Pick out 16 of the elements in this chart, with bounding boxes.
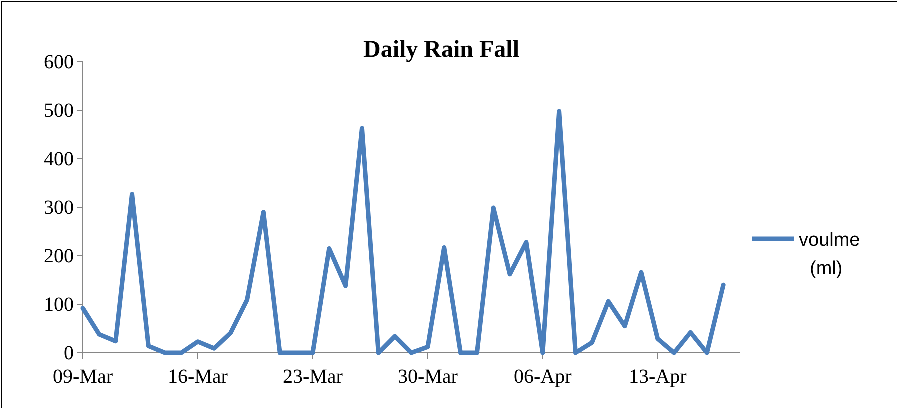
line-series (80, 109, 726, 356)
y-tick-label: 600 (44, 51, 74, 74)
x-tick-label: 23-Mar (282, 366, 344, 388)
chart-title: Daily Rain Fall (363, 37, 520, 63)
legend-label: voulme (ml) (799, 230, 860, 280)
y-tick-label: 200 (44, 245, 74, 268)
y-tick-label: 300 (44, 196, 74, 219)
y-tick-label: 400 (44, 148, 74, 170)
x-tick-label: 30-Mar (398, 366, 458, 388)
x-tick-label: 13-Apr (628, 366, 688, 388)
x-tick-label: 06-Apr (514, 366, 572, 388)
y-tick-label: 500 (44, 100, 74, 122)
y-tick-label: 0 (64, 342, 74, 364)
x-tick-label: 16-Mar (168, 366, 228, 388)
y-tick-label: 100 (44, 294, 74, 316)
x-tick-label: 09-Mar (53, 366, 114, 388)
